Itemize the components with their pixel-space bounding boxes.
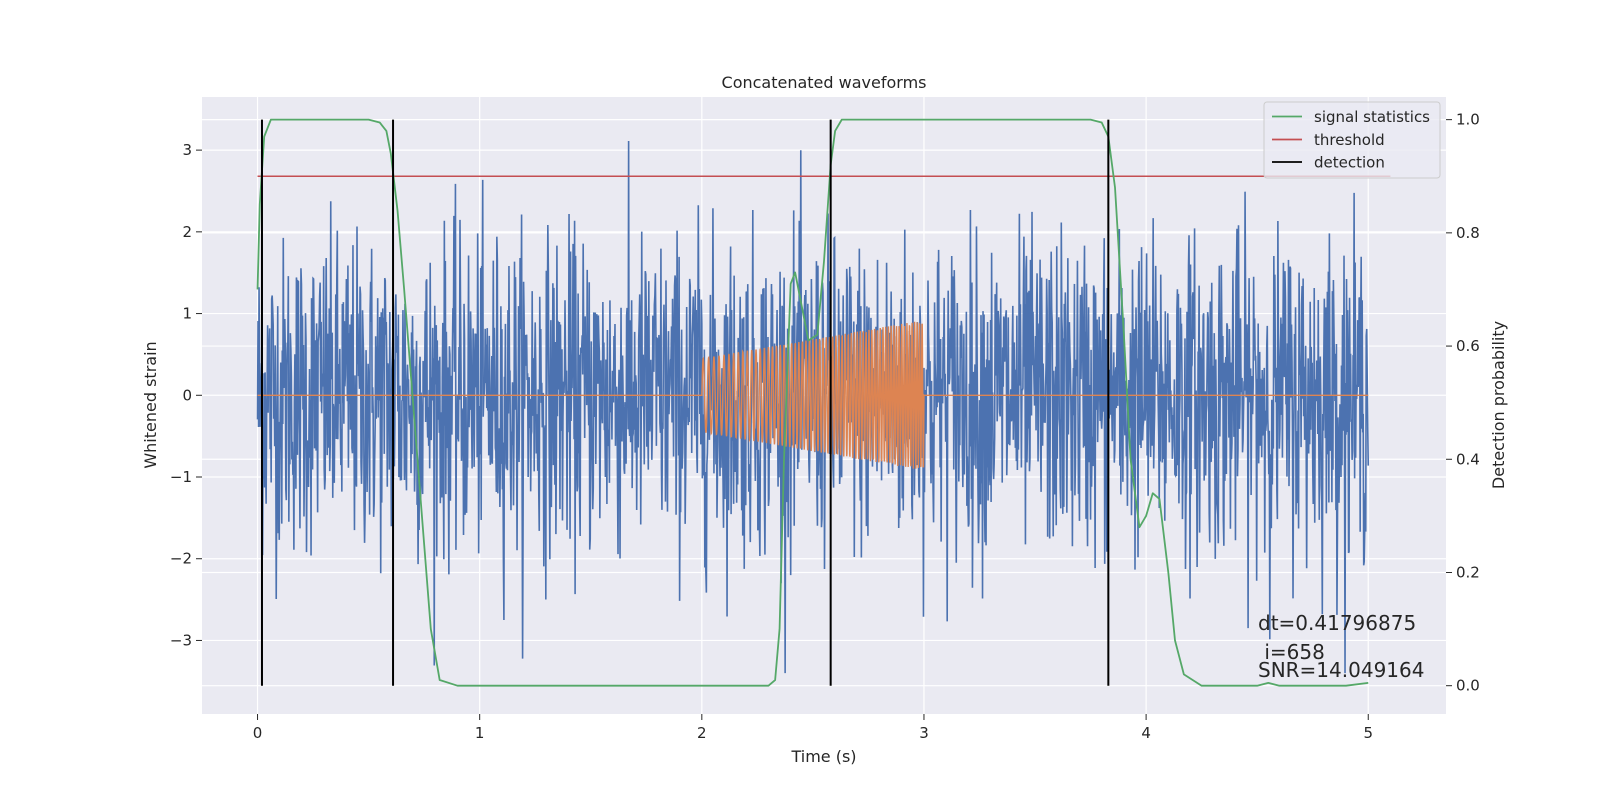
y-tick-label-right: 0.2 — [1456, 563, 1480, 581]
series-signal-statistics — [256, 118, 1369, 687]
x-tick-label: 4 — [1141, 724, 1151, 742]
y-tick-label-left: 3 — [182, 141, 192, 159]
y-tick-label-right: 0.6 — [1456, 337, 1480, 355]
annotation-snr: SNR=14.049164 — [1258, 658, 1424, 682]
legend-label-detection: detection — [1314, 154, 1385, 172]
annotation-i: i=658 — [1258, 640, 1325, 664]
x-tick-label: 3 — [919, 724, 929, 742]
y-axis-label-left: Whitened strain — [141, 341, 160, 468]
legend-label-threshold: threshold — [1314, 131, 1385, 149]
legend-label-signal-statistics: signal statistics — [1314, 108, 1430, 126]
y-tick-label-left: −2 — [170, 550, 192, 568]
series-injected-waveform — [257, 321, 1369, 469]
legend-box — [1263, 101, 1441, 179]
y-axis-label-right: Detection probability — [1489, 321, 1508, 489]
y-tick-label-left: −1 — [170, 468, 192, 486]
chart-title: Concatenated waveforms — [722, 73, 927, 92]
x-tick-label: 0 — [253, 724, 263, 742]
legend: signal statistics threshold detection — [1263, 101, 1441, 179]
y-tick-label-right: 1.0 — [1456, 111, 1480, 129]
y-tick-label-right: 0.8 — [1456, 224, 1480, 242]
annotation-dt: dt=0.41796875 — [1258, 611, 1416, 635]
x-tick-label: 5 — [1363, 724, 1373, 742]
y-tick-label-left: −3 — [170, 631, 192, 649]
series-layer — [256, 118, 1391, 687]
y-tick-label-left: 2 — [182, 223, 192, 241]
y-tick-label-right: 0.0 — [1456, 677, 1480, 695]
y-tick-label-left: 0 — [182, 386, 192, 404]
y-tick-label-left: 1 — [182, 305, 192, 323]
x-tick-label: 2 — [697, 724, 707, 742]
x-axis-label: Time (s) — [790, 747, 856, 766]
grid-y-right — [202, 119, 1446, 687]
x-tick-label: 1 — [475, 724, 485, 742]
y-tick-label-right: 0.4 — [1456, 450, 1480, 468]
tick-layer: 0 1 2 3 4 5 −3 −2 −1 0 1 2 3 0.0 0.2 0.4 0.6 0.8 1.0 — [170, 111, 1480, 742]
